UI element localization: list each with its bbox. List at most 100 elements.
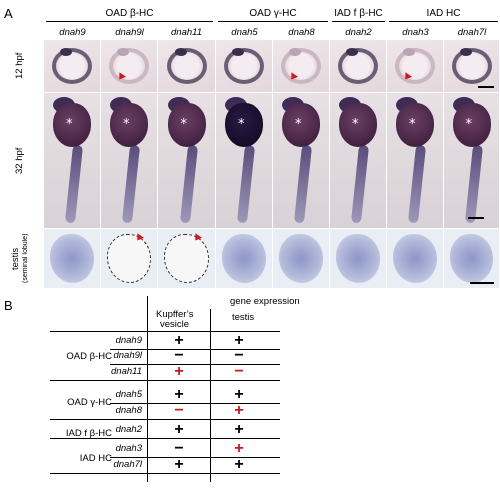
embryo-head-stain: [289, 48, 301, 56]
image-12hpf-dnah9: [44, 40, 101, 92]
table-group-rule: [50, 438, 280, 439]
kv-expression-mark: +: [174, 456, 184, 473]
image-32hpf-dnah8: *: [273, 93, 330, 228]
image-testis-dnah5: [216, 229, 273, 288]
image-12hpf-dnah7l: [444, 40, 500, 92]
image-testis-dnah3: [387, 229, 444, 288]
image-32hpf-dnah7l: *: [444, 93, 500, 228]
table-row-rule: [110, 349, 280, 350]
image-32hpf-dnah5: *: [216, 93, 273, 228]
embryo-tail: [350, 144, 370, 224]
kv-expression-mark: +: [174, 386, 184, 403]
embryo-tail: [236, 144, 256, 224]
embryo-head-stain: [174, 48, 187, 56]
table-group-rule: [50, 473, 280, 474]
embryo-head-stain: [459, 48, 472, 56]
gene-label-dnah3: dnah3: [402, 27, 429, 38]
group-underline: [46, 21, 213, 22]
image-32hpf-dnah3: *: [387, 93, 444, 228]
testis-expression-mark: +: [234, 386, 244, 403]
image-32hpf-dnah2: *: [330, 93, 387, 228]
yolk-asterisk-icon: *: [409, 117, 416, 132]
col-header-testis: testis: [232, 312, 255, 323]
table-title: gene expression: [230, 296, 300, 307]
embryo-tail: [64, 144, 84, 224]
gene-label-dnah9l: dnah9l: [115, 27, 144, 38]
table-row-rule: [110, 457, 280, 458]
testis-expression-mark: −: [234, 363, 244, 380]
seminal-lobule: [393, 234, 437, 283]
image-testis-dnah11: [158, 229, 216, 288]
table-group-iad-hc: IAD HC: [79, 453, 112, 464]
group-label-oad-gamma: OAD γ-HC: [249, 8, 297, 19]
yolk-asterisk-icon: *: [66, 117, 73, 132]
seminal-lobule: [107, 234, 151, 283]
gene-label-dnah5: dnah5: [231, 27, 258, 38]
embryo-yolk: [396, 103, 434, 147]
yolk-asterisk-icon: *: [465, 117, 473, 132]
image-testis-dnah2: [330, 229, 387, 288]
embryo-12hpf: [52, 48, 92, 84]
seminal-lobule: [279, 234, 323, 283]
embryo-head-stain: [60, 48, 72, 56]
scale-bar-32hpf: [468, 217, 484, 219]
embryo-12hpf: [395, 48, 435, 84]
embryo-12hpf: [224, 48, 264, 84]
testis-expression-mark: +: [234, 456, 244, 473]
testis-expression-mark: +: [234, 440, 244, 457]
table-gene-dnah2: dnah2: [115, 424, 142, 435]
embryo-12hpf: [166, 48, 207, 84]
table-group-rule: [50, 419, 280, 420]
table-gene-dnah5: dnah5: [115, 389, 142, 400]
kv-expression-mark: +: [174, 332, 184, 349]
image-12hpf-dnah2: [330, 40, 387, 92]
embryo-yolk: [53, 103, 91, 147]
seminal-lobule: [164, 234, 209, 283]
embryo-head-stain: [117, 48, 129, 56]
image-12hpf-dnah5: [216, 40, 273, 92]
table-divider: [147, 296, 148, 482]
embryo-tail: [464, 144, 483, 224]
embryo-yolk: [452, 103, 491, 147]
embryo-yolk: [339, 103, 377, 147]
table-group-iad-f-beta: IAD f β-HC: [65, 428, 112, 439]
table-group-oad-beta: OAD β-HC: [66, 351, 112, 362]
table-header-rule: [50, 331, 280, 332]
image-32hpf-dnah9l: *: [101, 93, 158, 228]
image-testis-dnah7l: [444, 229, 500, 288]
table-gene-dnah9l: dnah9l: [113, 350, 142, 361]
embryo-12hpf: [338, 48, 378, 84]
embryo-head-stain: [403, 48, 415, 56]
yolk-asterisk-icon: *: [180, 117, 188, 132]
embryo-yolk: [225, 103, 263, 147]
kv-expression-mark: −: [174, 440, 184, 457]
image-12hpf-dnah11: [158, 40, 216, 92]
yolk-asterisk-icon: *: [352, 117, 359, 132]
kv-expression-mark: −: [174, 347, 184, 364]
image-12hpf-dnah8: [273, 40, 330, 92]
group-label-iad-f-beta: IAD f β-HC: [334, 8, 383, 19]
testis-expression-mark: −: [234, 347, 244, 364]
image-testis-dnah8: [273, 229, 330, 288]
kv-expression-mark: +: [174, 363, 184, 380]
group-label-iad-hc: IAD HC: [426, 8, 461, 19]
table-gene-dnah9: dnah9: [115, 335, 142, 346]
panel-a-letter: A: [4, 6, 13, 21]
embryo-head-stain: [346, 48, 358, 56]
table-gene-dnah3: dnah3: [115, 443, 142, 454]
image-32hpf-dnah9: *: [44, 93, 101, 228]
yolk-asterisk-icon: *: [238, 117, 245, 132]
table-gene-dnah11: dnah11: [111, 366, 142, 377]
embryo-yolk: [167, 103, 206, 147]
scale-bar-testis: [470, 282, 494, 284]
col-header-kv-line2: vesicle: [160, 319, 190, 330]
embryo-tail: [179, 144, 198, 224]
embryo-12hpf: [451, 48, 492, 84]
group-underline: [332, 21, 385, 22]
seminal-lobule: [336, 234, 380, 283]
group-underline: [389, 21, 498, 22]
kv-expression-mark: +: [174, 421, 184, 438]
embryo-yolk: [282, 103, 320, 147]
testis-expression-mark: +: [234, 421, 244, 438]
image-testis-dnah9: [44, 229, 101, 288]
